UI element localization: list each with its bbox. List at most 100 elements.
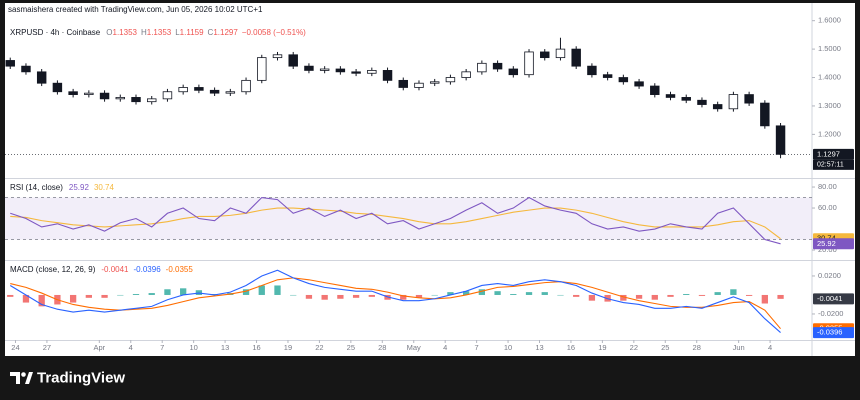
candle-body (602, 74, 613, 78)
legend-text: -0.0041 (101, 265, 129, 274)
histogram-bar (698, 294, 706, 296)
y-tick-label: 1.5000 (818, 44, 841, 53)
histogram-bar (69, 294, 77, 303)
candle-body (414, 82, 424, 88)
x-tick-label: 22 (630, 343, 638, 352)
histogram-bar (714, 292, 721, 295)
histogram-bar (305, 294, 313, 299)
legend-text: O (106, 28, 112, 37)
histogram-bar (258, 285, 265, 295)
y-tick-label: -0.0200 (818, 309, 843, 318)
histogram-bar (415, 294, 423, 298)
y-tick-label: 60.00 (818, 203, 837, 212)
candle-body (367, 70, 377, 74)
histogram-bar (321, 294, 328, 300)
x-tick-label: 7 (160, 343, 164, 352)
candle-body (760, 102, 770, 127)
candle-body (194, 87, 204, 91)
candle-body (445, 77, 456, 83)
histogram-bar (352, 294, 360, 298)
legend-text: L (175, 28, 180, 37)
x-tick-label: 4 (443, 343, 447, 352)
chart-area (5, 3, 855, 356)
candle-body (492, 62, 503, 70)
candle-body (99, 92, 110, 100)
histogram-bar (447, 292, 454, 295)
candle-body (162, 91, 173, 100)
candle-body (68, 91, 78, 95)
legend-text: H (141, 28, 147, 37)
x-tick-label: 10 (189, 343, 197, 352)
histogram-bar (290, 294, 297, 296)
legend-text: C (208, 28, 214, 37)
macd-value: -0.0396 (817, 328, 842, 337)
histogram-bar (337, 294, 344, 299)
histogram-bar (541, 292, 548, 295)
y-tick-label: 1.4000 (818, 73, 841, 82)
candle-body (618, 77, 629, 83)
histogram-bar (7, 294, 14, 297)
legend-text: 1.1297 (213, 28, 238, 37)
rsi-band (5, 197, 812, 240)
histogram-bar (494, 291, 501, 295)
countdown-box (813, 159, 854, 170)
histogram-bar (478, 289, 486, 295)
x-tick-label: 13 (535, 343, 543, 352)
candle-body (712, 104, 723, 110)
legend-text: 1.1159 (180, 28, 204, 37)
y-tick-label: 0.0200 (818, 271, 841, 280)
legend-text: 30.74 (94, 183, 115, 192)
histogram-bar (180, 288, 187, 295)
candle-body (634, 81, 644, 87)
brand-logo (10, 372, 33, 384)
candle-body (571, 48, 581, 67)
candle-body (147, 98, 157, 103)
candle-body (84, 92, 94, 95)
x-tick-label: 22 (315, 343, 323, 352)
histogram-bar (22, 294, 30, 303)
x-tick-label: Jun (733, 343, 745, 352)
y-tick-label: 1.2000 (818, 129, 841, 138)
logo-mark (25, 372, 33, 384)
legend-text: -0.0396 (134, 265, 162, 274)
x-tick-label: 24 (11, 343, 19, 352)
candle-body (21, 65, 31, 73)
histogram-bar (635, 294, 643, 299)
candle-body (477, 62, 487, 73)
x-tick-label: 25 (661, 343, 669, 352)
candle-body (728, 94, 739, 110)
histogram-bar (368, 294, 375, 297)
histogram-bar (620, 294, 627, 301)
legend-text: 1.1353 (113, 28, 138, 37)
histogram-bar (132, 294, 140, 295)
macd-line (9, 269, 781, 334)
candle-body (744, 94, 754, 104)
histogram-bar (164, 289, 171, 295)
x-tick-label: 16 (567, 343, 575, 352)
credit: sasmaishera created with TradingView.com… (8, 5, 263, 14)
candle-body (540, 51, 550, 59)
candle-body (304, 65, 314, 71)
x-tick-label: 25 (347, 343, 355, 352)
logo-mark (10, 372, 20, 384)
x-tick-label: 28 (693, 343, 701, 352)
y-tick-label: 80.00 (818, 182, 837, 191)
histogram-bar (651, 294, 658, 300)
histogram-bar (745, 294, 753, 296)
histogram-bar (400, 294, 407, 300)
candle-body (382, 70, 393, 81)
candle-body (429, 81, 440, 84)
x-tick-label: 19 (284, 343, 292, 352)
candle-body (178, 87, 188, 93)
legend-text: 25.92 (69, 183, 90, 192)
histogram-bar (38, 294, 45, 307)
histogram-bar (525, 292, 533, 295)
candle-body (335, 68, 346, 73)
last-price-box (813, 148, 854, 160)
candle-body (5, 60, 15, 67)
histogram-value: -0.0041 (817, 294, 842, 303)
candle-body (555, 48, 566, 59)
macd-value-box (813, 327, 854, 339)
